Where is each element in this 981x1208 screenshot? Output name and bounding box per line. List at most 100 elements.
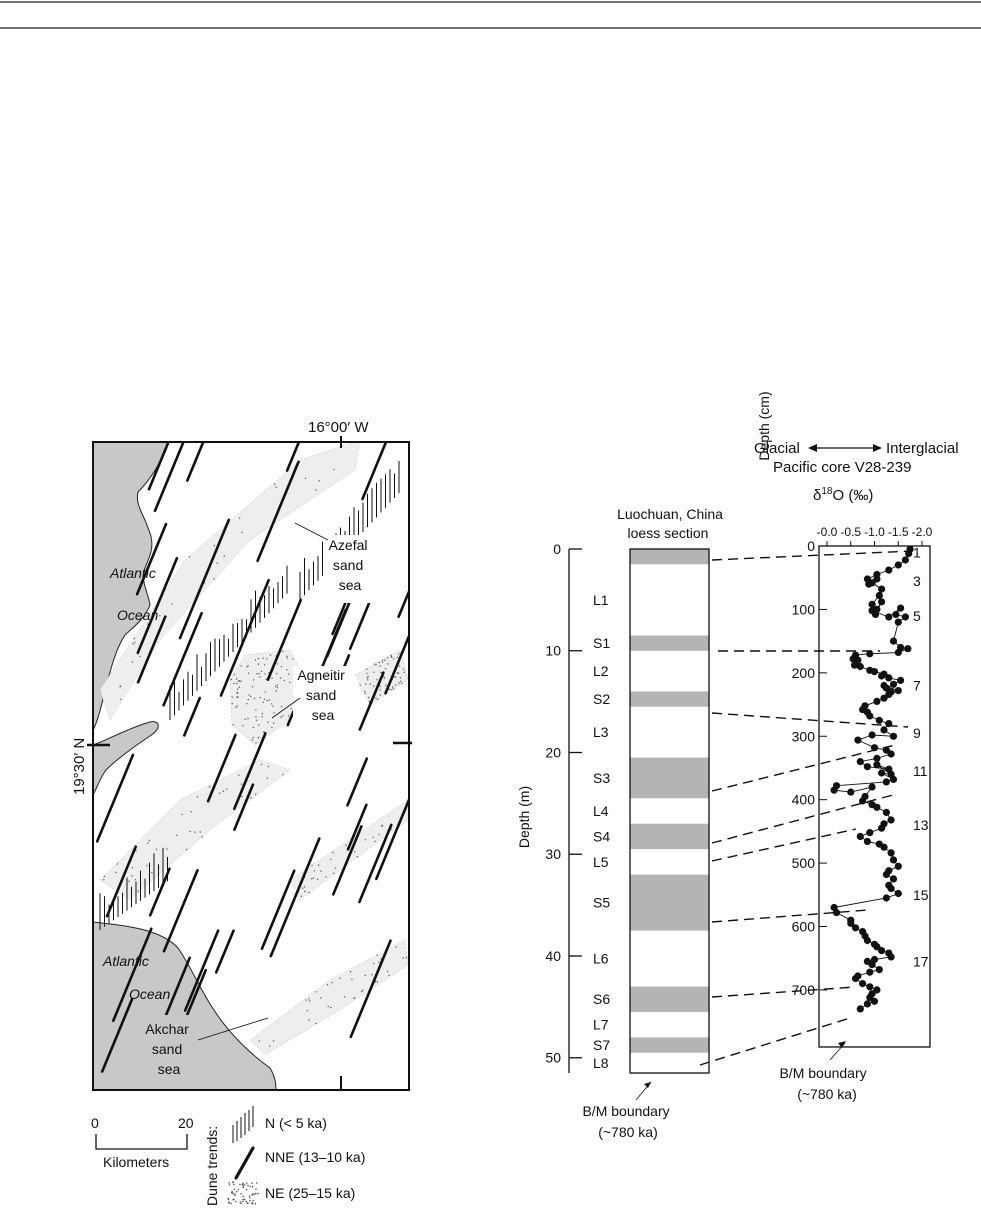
correlation-lines <box>699 550 913 1066</box>
legend-swatch-line <box>234 1146 255 1180</box>
nne-dune-line <box>331 825 363 896</box>
core-data-point <box>870 744 879 752</box>
stipple-dot <box>240 1202 242 1205</box>
stipple-dot <box>271 677 273 679</box>
loess-title: Luochuan, China loess section <box>617 506 727 541</box>
stipple-dot <box>247 665 249 667</box>
stipple-dot <box>267 721 269 723</box>
loess-column-frame <box>629 548 710 1074</box>
core-data-point <box>889 875 898 883</box>
stipple-dot <box>231 1190 233 1193</box>
stipple-dot <box>269 654 272 656</box>
core-data-point <box>856 1005 864 1013</box>
stipple-dot <box>235 1200 237 1203</box>
stipple-dot <box>120 698 122 700</box>
stipple-dot <box>396 672 398 674</box>
stipple-dot <box>263 698 266 700</box>
legend-swatch-hatch <box>232 1106 254 1143</box>
scale-bar: 0 20 Kilometers <box>91 1115 194 1170</box>
stipple-dot <box>250 695 252 698</box>
stipple-dot <box>261 715 263 718</box>
core-data-point <box>866 968 874 976</box>
stipple-dot <box>116 863 119 865</box>
y-tick-label: 600 <box>792 919 816 935</box>
stipple-dot <box>375 664 377 666</box>
stipple-dot <box>189 830 191 833</box>
stipple-dot <box>390 689 392 691</box>
core-data-point <box>866 650 874 658</box>
depth-tick-label: 40 <box>545 948 561 964</box>
stipple-dot <box>334 867 337 869</box>
stipple-dot <box>364 692 366 695</box>
stipple-dot <box>232 1181 235 1183</box>
core-data-point <box>887 816 895 824</box>
depth-tick-label: 30 <box>545 846 561 862</box>
nne-dune-line <box>186 442 205 482</box>
stipple-dot <box>241 1200 244 1203</box>
stipple-dot <box>280 705 283 708</box>
stipple-dot <box>257 736 259 739</box>
core-data-point <box>882 778 891 786</box>
core-data-point <box>851 924 860 932</box>
stipple-dot <box>251 1193 254 1195</box>
stipple-dot <box>304 890 306 893</box>
stipple-dot <box>194 831 196 833</box>
stipple-dot <box>392 688 395 690</box>
stipple-dot <box>134 879 137 881</box>
stipple-dot <box>313 870 315 872</box>
stipple-dot <box>232 724 234 726</box>
stipple-dot <box>232 1192 234 1195</box>
stipple-dot <box>353 997 355 1000</box>
stipple-dot <box>283 679 286 682</box>
stipple-dot <box>286 657 289 659</box>
svg-text:20: 20 <box>178 1115 194 1131</box>
stipple-dot <box>103 875 106 878</box>
stipple-dot <box>381 825 383 827</box>
stipple-dot <box>190 811 192 813</box>
stipple-dot <box>380 671 382 674</box>
legend-label-ne: NE (25–15 ka) <box>265 1185 355 1201</box>
nne-dune-line <box>374 796 409 881</box>
stipple-dot <box>239 680 241 682</box>
core-data-point <box>901 613 910 621</box>
svg-text:Kilometers: Kilometers <box>103 1154 169 1170</box>
stipple-dot <box>230 678 233 681</box>
nne-dune-line <box>260 869 296 950</box>
stipple-dot <box>320 997 322 999</box>
core-data-point <box>885 690 893 699</box>
glacial-label: Glacial <box>754 440 800 457</box>
stipple-dot <box>373 671 375 673</box>
core-data-point <box>887 953 895 961</box>
core-series-line <box>833 549 911 1010</box>
stipple-dot <box>231 1191 233 1194</box>
stipple-dot <box>359 684 361 686</box>
loess-units <box>630 549 709 1053</box>
stipple-dot <box>339 977 341 979</box>
stipple-dot <box>166 848 168 850</box>
nne-dune-line <box>411 815 450 909</box>
stipple-dot <box>264 691 266 693</box>
core-data-point <box>868 961 876 969</box>
unit-label: L6 <box>593 951 609 967</box>
core-data-point <box>878 585 886 593</box>
nne-dune-line <box>233 783 255 831</box>
stipple-dot <box>385 668 387 670</box>
nne-dune-line <box>178 518 231 640</box>
core-data-point <box>894 561 902 569</box>
stipple-dot <box>398 653 400 655</box>
stipple-dot <box>287 715 290 717</box>
core-xlabel: δ18O (‰) <box>813 486 873 504</box>
stipple-dot <box>237 680 240 682</box>
stipple-dot <box>276 687 279 689</box>
unit-label: L4 <box>593 803 609 819</box>
stipple-dot <box>316 878 319 881</box>
depth-tick-label: 10 <box>545 643 561 659</box>
stipple-dot <box>351 978 353 980</box>
unit-label: S2 <box>593 691 610 707</box>
stipple-dot <box>255 716 257 718</box>
core-axis-label: Depth (cm) <box>756 391 772 460</box>
stipple-dot <box>135 850 137 852</box>
stipple-dot <box>254 1192 257 1195</box>
interglacial-label: Interglacial <box>886 440 959 457</box>
stipple-dot <box>239 1201 242 1203</box>
